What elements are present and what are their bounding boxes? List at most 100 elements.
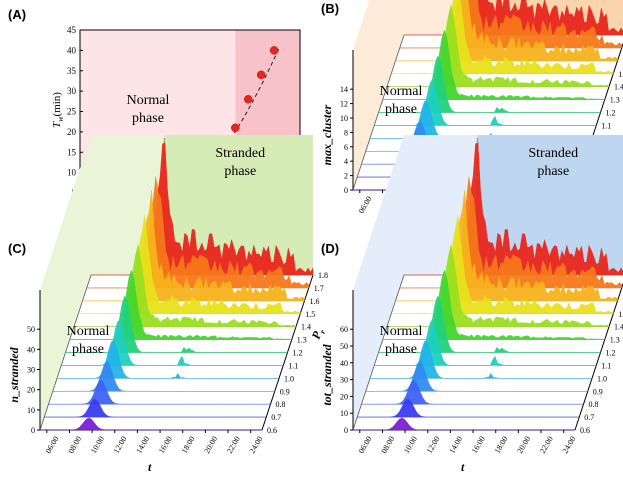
time-tick-label: 10:00 [89, 435, 106, 455]
y-axis-label-sub: w [56, 116, 65, 122]
normal-phase-label-line1: Normal [67, 324, 110, 339]
stranded-phase-label-line1: Stranded [215, 146, 265, 161]
z-tick-label: 2 [344, 172, 348, 181]
y-axis-label-suffix: (min) [51, 92, 63, 117]
series-ridge-pr-1.6 [395, 190, 618, 301]
series-ridge-pr-0.6 [40, 417, 262, 431]
panel-c-3d-waterfall-chart: 0 10 20 30 40 50 06:00 08:00 10:00 12:00 14:00 16:0… [7, 135, 328, 474]
z-tick-label: 4 [344, 157, 348, 166]
z-tick-label: 20 [27, 386, 35, 395]
pr-tick-label: 1.1 [601, 121, 611, 130]
series-ridge-pr-1.0 [57, 340, 279, 379]
time-tick-label: 10:00 [402, 435, 419, 455]
y-tick-label: 25 [67, 107, 77, 117]
z-tick-label: 14 [340, 85, 348, 94]
pr-tick-label: 1.4 [614, 323, 623, 332]
z-tick-label: 50 [27, 325, 35, 334]
data-point [243, 95, 253, 104]
time-tick-label: 18:00 [493, 435, 510, 455]
pr-tick-label: 1.1 [601, 361, 611, 370]
pr-axis-label-main: P [622, 89, 623, 101]
z-tick-label: 6 [344, 143, 348, 152]
time-axis-label: t [148, 460, 152, 474]
time-tick-label: 08:00 [66, 435, 83, 455]
pr-axis-label: Pr [622, 326, 623, 342]
series-ridge-pr-1.7 [399, 0, 622, 49]
y-axis-label-main: T [51, 121, 63, 128]
z-tick-label: 0 [31, 426, 35, 435]
normal-phase-label-line2: phase [72, 342, 104, 357]
time-tick-label: 16:00 [470, 435, 487, 455]
time-tick-label: 06:00 [357, 195, 374, 215]
time-tick-label: 18:00 [180, 435, 197, 455]
y-tick-label: 30 [67, 86, 77, 96]
z-tick-label: 0 [344, 426, 348, 435]
y-tick-label: 45 [67, 25, 77, 35]
z-tick-label: 10 [340, 409, 348, 418]
stranded-phase-label-line1: Stranded [528, 146, 578, 161]
time-tick-label: 12:00 [425, 435, 442, 455]
y-tick-label: 15 [67, 147, 77, 157]
back-wall-stranded [477, 135, 623, 275]
pr-tick-label: 1.4 [614, 83, 623, 92]
time-tick-label: 20:00 [515, 435, 532, 455]
pr-tick-label: 0.7 [584, 413, 594, 422]
series-ridge-pr-1.8 [91, 141, 314, 276]
pr-tick-label: 1.5 [618, 70, 623, 79]
panel-label: (B) [321, 1, 339, 16]
y-tick-label: 10 [67, 168, 77, 178]
series-ridge-pr-0.8 [361, 379, 584, 405]
time-tick-label: 06:00 [44, 435, 61, 455]
pr-tick-label: 0.9 [593, 387, 603, 396]
series-ridge-pr-1.6 [82, 190, 305, 301]
stranded-phase-label-line2: phase [537, 164, 569, 179]
normal-phase-label-line1: Normal [127, 93, 170, 108]
time-tick-label: 24:00 [248, 435, 265, 455]
normal-phase-label-line2: phase [385, 342, 417, 357]
z-tick-label: 10 [27, 406, 35, 415]
z-tick-label: 0 [344, 186, 348, 195]
time-tick-label: 20:00 [202, 435, 219, 455]
y-tick-label: 20 [67, 127, 77, 137]
pr-tick-label: 1.0 [284, 374, 294, 383]
z-tick-label: 10 [340, 114, 348, 123]
panel-label: (C) [8, 241, 26, 256]
pr-tick-label: 0.7 [271, 413, 281, 422]
series-ridge-pr-0.8 [48, 379, 271, 405]
time-tick-label: 08:00 [379, 435, 396, 455]
pr-tick-label: 1.3 [297, 336, 307, 345]
pr-tick-label: 1.8 [318, 271, 328, 280]
data-point [269, 46, 279, 55]
z-tick-label: 60 [340, 325, 348, 334]
pr-tick-label: 1.4 [301, 323, 311, 332]
pr-axis-label-sub: r [318, 328, 328, 335]
time-tick-label: 14:00 [134, 435, 151, 455]
normal-phase-label-line1: Normal [380, 324, 423, 339]
series-ridge-pr-1.0 [370, 340, 592, 379]
pr-tick-label: 1.0 [597, 374, 607, 383]
panel-label: (D) [321, 241, 339, 256]
data-point [231, 123, 240, 133]
panel-label: (A) [8, 7, 26, 22]
series-ridge-pr-1.5 [78, 214, 301, 314]
z-tick-label: 20 [340, 392, 348, 401]
series-ridge-pr-0.6 [353, 417, 575, 431]
pr-axis-label-main: P [622, 329, 623, 341]
z-tick-label: 12 [340, 100, 348, 109]
series-ridge-pr-0.9 [52, 360, 275, 392]
series-ridge-pr-1.6 [395, 0, 618, 61]
normal-phase-label-line2: phase [132, 111, 164, 126]
time-axis-label: t [461, 460, 465, 474]
series-ridge-pr-1.5 [391, 214, 614, 314]
series-ridge-pr-1.8 [404, 141, 623, 276]
normal-phase-label-line1: Normal [380, 84, 423, 99]
pr-tick-label: 0.6 [580, 426, 590, 435]
z-tick-label: 50 [340, 342, 348, 351]
pr-tick-label: 1.7 [314, 284, 324, 293]
pr-tick-label: 1.5 [618, 310, 623, 319]
pr-tick-label: 1.2 [606, 109, 616, 118]
time-tick-label: 14:00 [447, 435, 464, 455]
normal-phase-label-line2: phase [385, 102, 417, 117]
pr-tick-label: 0.6 [267, 426, 277, 435]
